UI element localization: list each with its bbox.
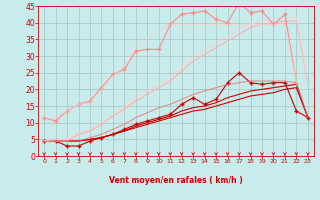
X-axis label: Vent moyen/en rafales ( km/h ): Vent moyen/en rafales ( km/h ) (109, 176, 243, 185)
